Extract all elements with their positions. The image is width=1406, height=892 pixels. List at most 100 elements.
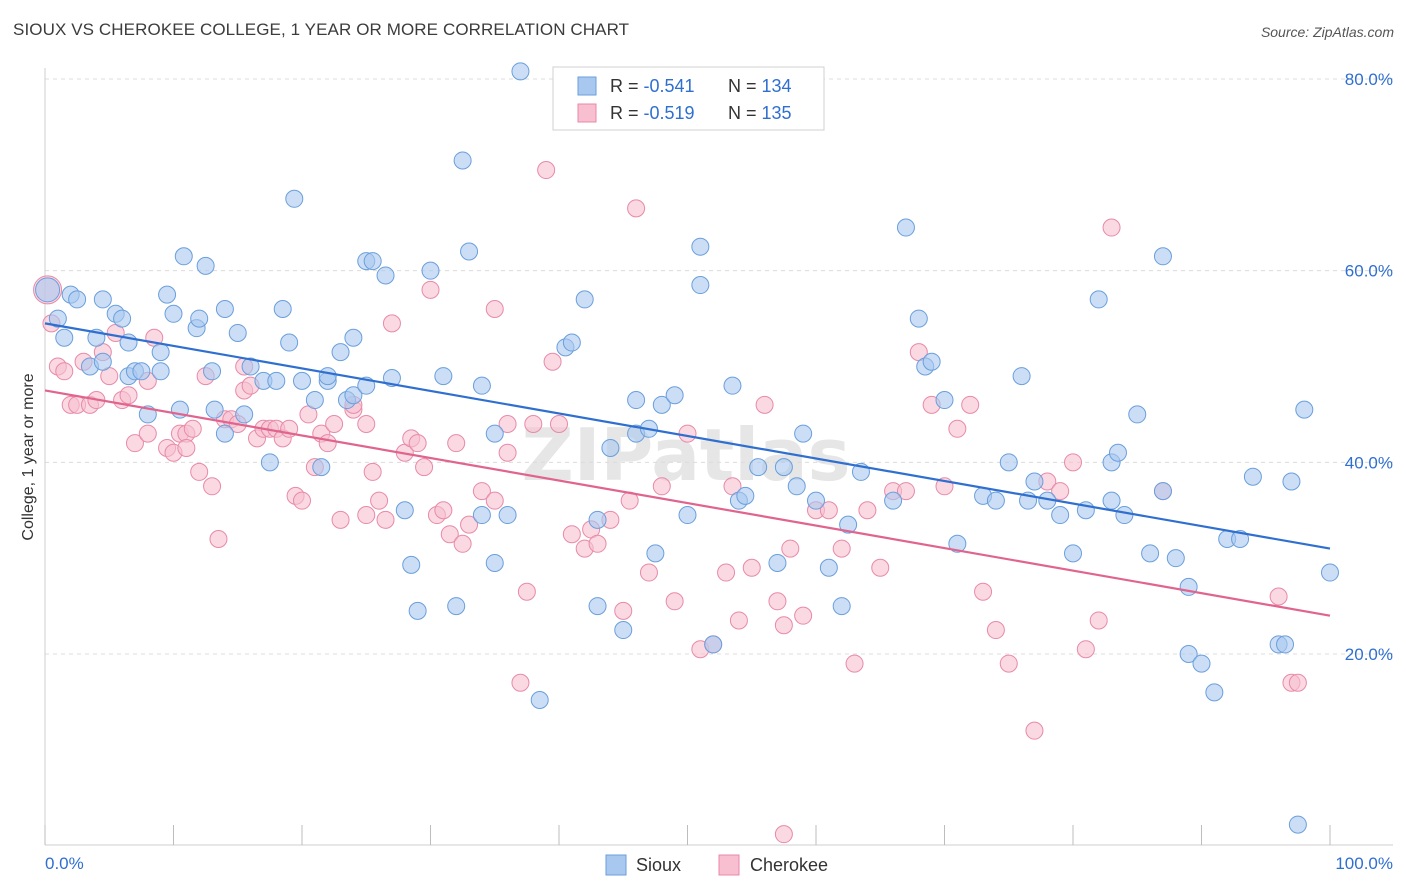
sioux-point: [285, 189, 304, 208]
sioux-point: [331, 343, 350, 362]
sioux-point: [402, 555, 421, 574]
sioux-point: [312, 458, 331, 477]
cherokee-point: [524, 415, 543, 433]
sioux-point: [839, 515, 858, 534]
cherokee-point: [363, 462, 382, 481]
sioux-point: [113, 309, 132, 328]
legend-r-sioux: -0.541: [644, 76, 695, 96]
sioux-trend-line: [44, 322, 1331, 550]
sioux-point: [999, 453, 1018, 472]
sioux-point: [1321, 563, 1339, 582]
legend-swatch-sioux: [577, 76, 597, 96]
sioux-point: [588, 597, 607, 616]
sioux-point: [215, 424, 234, 443]
cherokee-point: [203, 477, 222, 496]
cherokee-point: [125, 434, 144, 453]
cherokee-point: [896, 482, 915, 501]
cherokee-point: [845, 654, 864, 673]
cherokee-point: [447, 434, 466, 453]
sioux-point: [158, 285, 177, 304]
sioux-point: [447, 597, 466, 616]
cherokee-point: [742, 558, 761, 577]
sioux-point: [408, 601, 427, 620]
sioux-point: [267, 371, 286, 390]
y-axis-label: College, 1 year or more: [20, 373, 37, 540]
sioux-point: [691, 276, 710, 295]
cherokee-point: [639, 563, 658, 582]
sioux-point: [280, 333, 299, 352]
sioux-point: [260, 453, 279, 472]
cherokee-point: [1076, 640, 1095, 659]
sioux-point: [472, 376, 491, 395]
sioux-point: [665, 386, 684, 405]
cherokee-point: [961, 395, 980, 414]
cherokee-point: [543, 352, 562, 371]
cherokee-point: [781, 539, 800, 558]
sioux-point: [1153, 247, 1172, 266]
sioux-point: [228, 323, 247, 342]
cherokee-point: [562, 525, 581, 544]
sioux-point: [588, 510, 607, 529]
cherokee-point: [408, 434, 427, 453]
sioux-point: [575, 290, 594, 309]
sioux-point: [273, 300, 292, 318]
cherokee-point: [858, 501, 877, 520]
cherokee-point: [498, 443, 517, 462]
cherokee-point: [440, 525, 459, 544]
cherokee-point: [819, 501, 838, 520]
legend-n-cherokee: 135: [762, 103, 792, 123]
sioux-point: [434, 367, 453, 386]
y-tick-label-20: 20.0%: [1345, 645, 1393, 664]
sioux-point: [530, 691, 549, 709]
sioux-point: [1179, 645, 1198, 663]
sioux-point: [235, 405, 254, 424]
legend-r-cherokee: -0.519: [644, 103, 695, 123]
cherokee-point: [678, 424, 697, 443]
sioux-point: [453, 151, 472, 170]
cherokee-point: [209, 530, 228, 548]
cherokee-point: [1102, 218, 1121, 237]
cherokee-point: [755, 395, 774, 414]
sioux-point: [93, 290, 112, 309]
sioux-point: [382, 369, 401, 387]
sioux-point: [215, 300, 234, 318]
cherokee-point: [325, 415, 344, 433]
sioux-point: [704, 635, 723, 654]
sioux-point: [1012, 367, 1031, 386]
sioux-point: [627, 391, 646, 410]
sioux-point: [1108, 443, 1127, 462]
sioux-point: [485, 424, 504, 443]
sioux-point: [646, 544, 665, 563]
sioux-point: [652, 395, 671, 414]
cherokee-point: [794, 606, 813, 625]
sioux-point: [807, 491, 825, 510]
source-label: Source: ZipAtlas.com: [1260, 24, 1394, 40]
cherokee-point: [665, 592, 684, 611]
sioux-point: [498, 506, 517, 525]
sioux-point: [344, 386, 363, 405]
sioux-point: [1276, 635, 1295, 654]
sioux-point: [1166, 549, 1185, 568]
sioux-point: [293, 371, 311, 390]
sioux-point: [93, 352, 112, 371]
y-tick-label-80: 80.0%: [1345, 70, 1393, 89]
cherokee-point: [1051, 482, 1070, 501]
sioux-point: [395, 501, 414, 520]
sioux-point: [986, 491, 1005, 510]
sioux-point: [1153, 482, 1172, 501]
cherokee-point: [357, 415, 376, 433]
cherokee-point: [999, 654, 1018, 673]
sioux-point: [922, 352, 941, 371]
sioux-point: [55, 328, 74, 347]
sioux-point: [1282, 472, 1301, 491]
cherokee-point: [119, 386, 138, 405]
sioux-point: [1288, 815, 1307, 834]
sioux-point: [787, 477, 806, 496]
sioux-point: [601, 438, 620, 457]
cherokee-point: [421, 280, 440, 299]
cherokee-point: [768, 592, 787, 611]
sioux-point: [376, 266, 395, 285]
sioux-point: [691, 237, 710, 256]
sioux-point: [1102, 491, 1121, 510]
